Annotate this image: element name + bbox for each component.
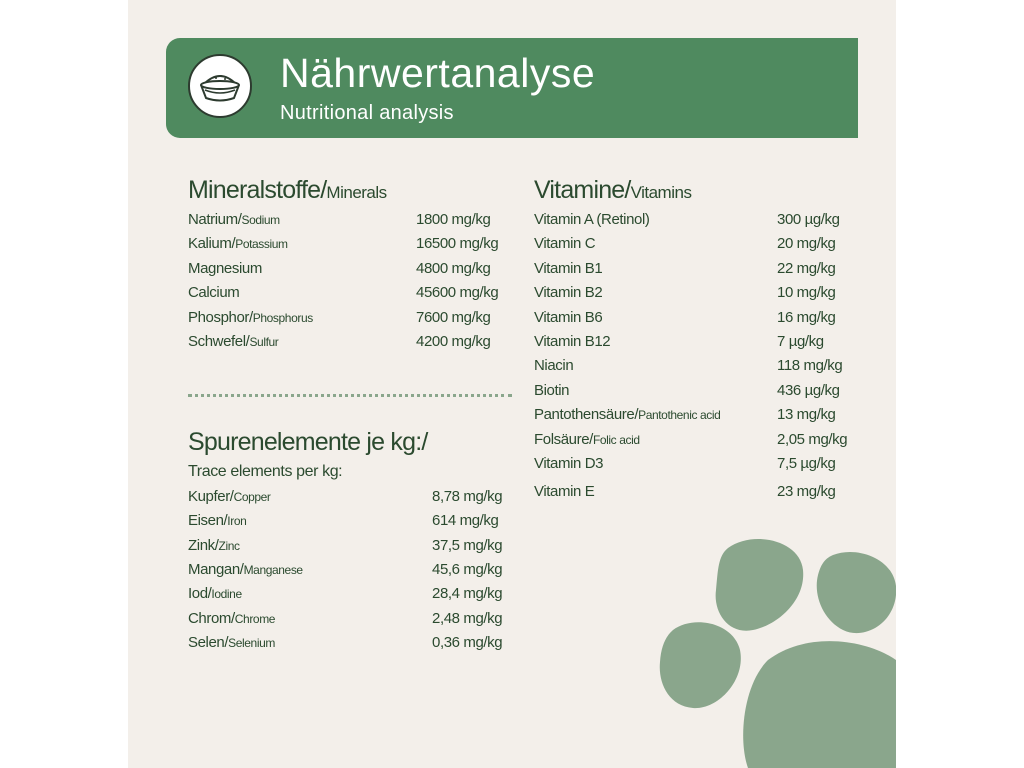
page-subtitle: Nutritional analysis — [280, 102, 454, 124]
nutrient-name-en: Phosphorus — [252, 310, 313, 325]
nutrient-value: 45,6 mg/kg — [432, 560, 503, 578]
nutrient-name-en: Copper — [233, 490, 271, 504]
nutrient-name-en: Sulfur — [249, 335, 279, 349]
nutrient-value: 2,48 mg/kg — [432, 609, 503, 627]
nutrient-name: Vitamin B6 — [534, 308, 603, 326]
nutrient-name: Niacin — [534, 357, 574, 375]
nutrient-value: 7,5 µg/kg — [777, 455, 836, 472]
nutrient-row: Natrium/Sodium 1800 mg/kg — [188, 211, 508, 235]
trace-subheading: Trace elements per kg: — [188, 463, 343, 480]
nutrient-name-en: Sodium — [241, 213, 280, 227]
nutrient-name: Kupfer/ — [188, 488, 234, 505]
nutrient-name: Vitamin B2 — [534, 284, 603, 302]
nutrient-name-en: Chrome — [234, 611, 276, 626]
nutrient-value: 118 mg/kg — [777, 357, 843, 375]
nutrient-name: Selen/ — [188, 633, 229, 651]
nutrient-name-en: Selenium — [228, 635, 275, 650]
nutrient-value: 45600 mg/kg — [416, 284, 499, 302]
nutrient-name: Zink/ — [188, 536, 219, 554]
nutrient-name: Biotin — [534, 381, 570, 399]
nutrient-value: 614 mg/kg — [432, 512, 499, 530]
nutrient-name: Chrom/ — [188, 609, 235, 627]
nutrient-row: Vitamin B1 22 mg/kg — [534, 260, 854, 284]
nutrient-row: Biotin 436 µg/kg — [534, 382, 854, 406]
nutrient-value: 1800 mg/kg — [416, 211, 491, 228]
nutrient-name: Vitamin B12 — [534, 333, 611, 350]
nutrient-name: Schwefel/ — [188, 333, 250, 350]
nutrient-name: Vitamin C — [534, 235, 596, 253]
nutrient-value: 0,36 mg/kg — [432, 633, 503, 651]
nutrient-value: 2,05 mg/kg — [777, 430, 848, 448]
nutrient-value: 28,4 mg/kg — [432, 585, 503, 603]
nutrient-name: Vitamin B1 — [534, 259, 603, 277]
nutrient-name: Magnesium — [188, 259, 262, 277]
page-title: Nährwertanalyse — [280, 50, 596, 96]
nutrient-value: 23 mg/kg — [777, 483, 836, 501]
nutrient-row: Selen/Selenium 0,36 mg/kg — [188, 634, 508, 658]
dotted-divider — [188, 394, 512, 397]
nutrient-row: Chrom/Chrome 2,48 mg/kg — [188, 610, 508, 634]
nutrient-row: Vitamin B2 10 mg/kg — [534, 284, 854, 308]
nutrient-name: Calcium — [188, 284, 240, 302]
nutrient-row: Schwefel/Sulfur 4200 mg/kg — [188, 333, 508, 357]
nutrient-value: 4800 mg/kg — [416, 259, 491, 277]
nutrient-row: Vitamin A (Retinol) 300 µg/kg — [534, 211, 854, 235]
nutrient-row: Vitamin B12 7 µg/kg — [534, 333, 854, 357]
nutrient-value: 22 mg/kg — [777, 259, 836, 277]
nutrient-value: 37,5 mg/kg — [432, 536, 503, 554]
nutrient-value: 13 mg/kg — [777, 406, 836, 424]
nutrient-value: 16 mg/kg — [777, 308, 836, 326]
nutrient-row: Kalium/Potassium 16500 mg/kg — [188, 235, 508, 259]
nutrient-value: 20 mg/kg — [777, 235, 836, 253]
nutrient-name: Kalium/ — [188, 235, 236, 253]
nutrient-value: 300 µg/kg — [777, 211, 840, 228]
nutrient-value: 16500 mg/kg — [416, 235, 499, 253]
nutrient-value: 10 mg/kg — [777, 284, 836, 302]
vitamins-heading: Vitamine/Vitamins — [534, 176, 692, 204]
nutrient-row: Folsäure/Folic acid 2,05 mg/kg — [534, 431, 854, 455]
nutrient-name: Natrium/ — [188, 211, 242, 228]
nutrient-name: Vitamin E — [534, 483, 595, 501]
nutrient-value: 436 µg/kg — [777, 381, 840, 399]
nutrient-row: Vitamin D3 7,5 µg/kg — [534, 455, 854, 479]
nutrient-row: Niacin 118 mg/kg — [534, 357, 854, 381]
nutrient-row: Magnesium 4800 mg/kg — [188, 260, 508, 284]
nutrient-row: Phosphor/Phosphorus 7600 mg/kg — [188, 309, 508, 333]
nutrient-name-en: Manganese — [243, 562, 304, 577]
nutrient-row: Calcium 45600 mg/kg — [188, 284, 508, 308]
nutrient-row: Zink/Zinc 37,5 mg/kg — [188, 537, 508, 561]
nutrient-row: Pantothensäure/Pantothenic acid 13 mg/kg — [534, 406, 854, 430]
nutrient-value: 7 µg/kg — [777, 333, 824, 350]
nutrient-value: 8,78 mg/kg — [432, 488, 503, 505]
nutrient-row: Mangan/Manganese 45,6 mg/kg — [188, 561, 508, 585]
nutrient-name-en: Folic acid — [592, 432, 640, 447]
nutrient-name: Vitamin A (Retinol) — [534, 211, 650, 228]
nutrient-name-en: Potassium — [235, 237, 288, 252]
nutrient-name: Mangan/ — [188, 560, 244, 578]
nutrient-row: Vitamin B6 16 mg/kg — [534, 309, 854, 333]
minerals-heading: Mineralstoffe/Minerals — [188, 176, 387, 204]
nutrient-name-en: Iron — [227, 514, 247, 529]
nutrient-name: Vitamin D3 — [534, 455, 604, 472]
nutrient-name-en: Pantothenic acid — [638, 408, 721, 423]
nutrient-name: Eisen/ — [188, 512, 228, 530]
nutrient-row: Kupfer/Copper 8,78 mg/kg — [188, 488, 508, 512]
nutrient-name-en: Zinc — [218, 538, 240, 553]
nutrient-name: Folsäure/ — [534, 430, 593, 448]
nutrient-value: 7600 mg/kg — [416, 308, 491, 326]
paw-print-icon — [659, 539, 896, 768]
nutrient-row: Eisen/Iron 614 mg/kg — [188, 512, 508, 536]
nutrient-name-en: Iodine — [211, 587, 242, 602]
food-bowl-icon — [188, 54, 252, 118]
trace-heading: Spurenelemente je kg:/ — [188, 428, 428, 456]
nutrient-value: 4200 mg/kg — [416, 333, 491, 350]
nutrient-name: Pantothensäure/ — [534, 406, 639, 424]
nutrient-name: Phosphor/ — [188, 308, 253, 326]
nutrient-name: Iod/ — [188, 585, 212, 603]
nutrient-row: Vitamin E 23 mg/kg — [534, 483, 854, 507]
header-banner: Nährwertanalyse Nutritional analysis — [166, 38, 858, 138]
nutrient-row: Vitamin C 20 mg/kg — [534, 235, 854, 259]
nutrient-row: Iod/Iodine 28,4 mg/kg — [188, 585, 508, 609]
nutrition-sheet: Nährwertanalyse Nutritional analysis Min… — [128, 0, 896, 768]
